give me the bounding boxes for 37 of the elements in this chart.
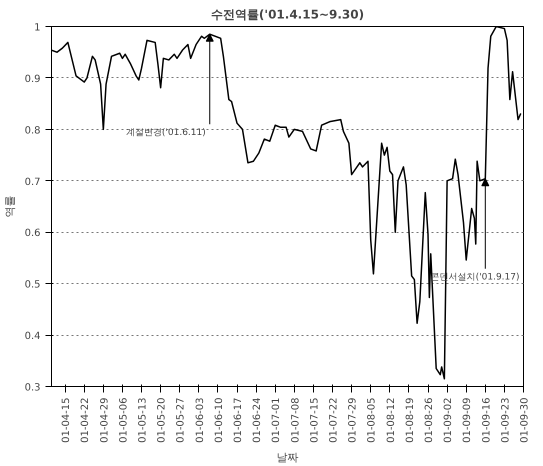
x-tick-label: 01-04-22 (80, 398, 92, 443)
chart-title: 수전역률('01.4.15~9.30) (210, 8, 364, 22)
y-tick-label: 0.7 (24, 176, 41, 188)
x-tick-label: 01-09-09 (462, 398, 474, 443)
x-axis-title: 날짜 (276, 450, 298, 464)
y-tick-label: 0.9 (24, 74, 41, 85)
x-tick-label: 01-08-05 (366, 398, 378, 443)
x-tick-label: 01-09-16 (481, 398, 492, 443)
x-tick-label: 01-06-17 (233, 398, 244, 443)
y-tick-label: 0.6 (24, 228, 41, 240)
x-tick-label: 01-05-20 (156, 398, 168, 443)
y-tick-label: 0.5 (24, 280, 41, 291)
y-axis-title: 역률 (4, 196, 17, 218)
x-tick-label: 01-08-26 (424, 398, 436, 443)
x-tick-label: 01-04-29 (99, 398, 110, 443)
annotation: 계절변경('01.6.11) (126, 128, 206, 138)
x-tick-label: 01-05-13 (138, 398, 149, 443)
x-tick-label: 01-09-23 (500, 398, 512, 443)
y-tick-label: 0.4 (24, 331, 41, 342)
y-tick-label: 0.3 (24, 382, 41, 394)
x-tick-label: 01-05-06 (118, 398, 130, 443)
x-tick-label: 01-07-01 (271, 398, 282, 443)
y-tick-label: 0.8 (24, 125, 41, 136)
x-tick-label: 01-06-03 (194, 398, 206, 443)
x-tick-label: 01-07-22 (328, 398, 340, 443)
x-tick-label: 01-06-10 (214, 398, 225, 443)
x-tick-label: 01-06-24 (252, 398, 264, 443)
x-tick-label: 01-04-15 (61, 398, 72, 443)
y-tick-label: 1 (34, 22, 41, 34)
x-tick-label: 01-08-12 (386, 398, 397, 443)
x-tick-label: 01-05-27 (176, 398, 187, 443)
x-tick-label: 01-07-15 (309, 398, 320, 443)
x-tick-label: 01-08-19 (404, 398, 416, 443)
x-tick-label: 01-09-30 (520, 398, 530, 443)
x-tick-label: 01-07-08 (290, 398, 302, 443)
x-tick-label: 01-09-02 (443, 398, 454, 443)
x-tick-label: 01-07-29 (348, 398, 359, 443)
